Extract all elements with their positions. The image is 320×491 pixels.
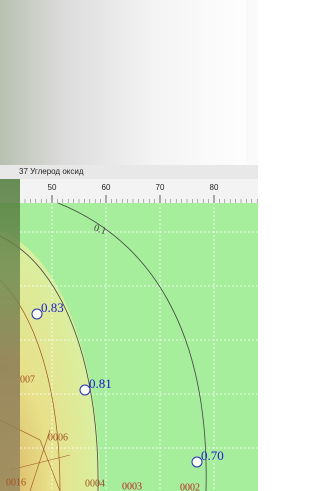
point-label: 0.81: [89, 376, 112, 391]
tick-label: 60: [102, 183, 111, 192]
scroll-area: [246, 0, 258, 165]
point-label: 0.70: [201, 448, 224, 463]
tick-label: 80: [210, 183, 219, 192]
photo-strip: [0, 179, 20, 491]
contour-label: 007: [20, 374, 35, 385]
contour-label: 0003: [122, 481, 142, 491]
layer-name: 37 Углерод оксид: [19, 167, 84, 176]
point-label: 0.83: [41, 300, 64, 315]
contour-label: 0006: [48, 432, 68, 443]
tick-label: 50: [48, 183, 57, 192]
contour-label: 0004: [85, 478, 105, 489]
contour-label: 0002: [180, 482, 200, 491]
tick-label: 70: [156, 183, 165, 192]
blurred-background: [0, 0, 258, 165]
contour-label: 0016: [6, 477, 26, 488]
